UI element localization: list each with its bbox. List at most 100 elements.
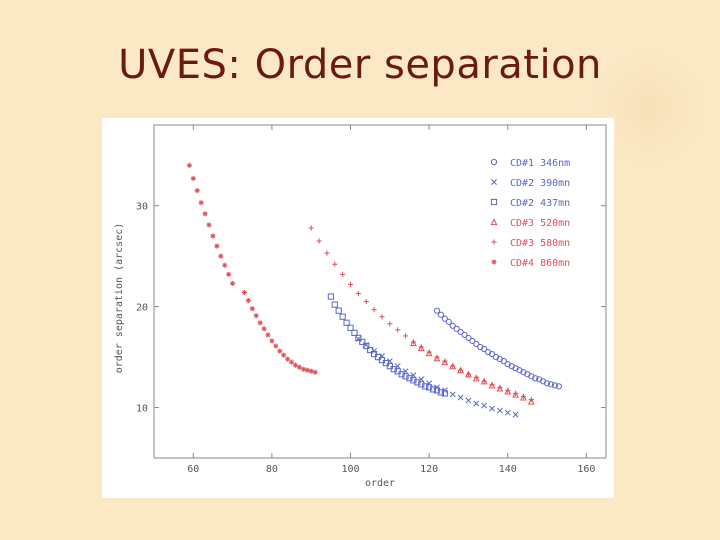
data-point-series-6 [230, 280, 236, 287]
data-point-series-3 [327, 293, 334, 300]
data-point-series-1 [457, 328, 464, 335]
data-point-series-5 [457, 367, 464, 373]
data-point-series-5 [308, 225, 314, 231]
legend-label-4: CD#3 520mn [510, 218, 570, 229]
data-marks [186, 162, 562, 418]
legend-marker-1 [490, 158, 498, 166]
data-point-series-1 [469, 337, 476, 345]
x-tick-label: 80 [266, 464, 278, 475]
data-point-series-5 [379, 314, 385, 320]
data-point-series-3 [363, 342, 370, 350]
data-point-series-1 [555, 383, 562, 390]
data-point-series-3 [402, 373, 409, 380]
data-point-series-4 [472, 374, 480, 382]
data-point-series-2 [465, 397, 472, 404]
data-point-series-3 [351, 329, 358, 336]
data-point-series-5 [442, 358, 448, 364]
data-point-series-6 [257, 320, 263, 326]
data-point-series-6 [241, 289, 247, 296]
data-point-series-6 [285, 356, 291, 362]
legend-label-2: CD#2 390mn [510, 178, 570, 189]
x-tick-label: 140 [499, 464, 517, 475]
x-tick-label: 100 [341, 464, 359, 475]
data-point-series-4 [433, 354, 441, 362]
data-point-series-5 [481, 378, 487, 384]
data-point-series-6 [304, 367, 310, 373]
data-point-series-6 [261, 326, 267, 332]
data-point-series-6 [210, 233, 216, 239]
data-point-series-5 [363, 298, 369, 305]
data-point-series-3 [331, 301, 338, 308]
legend-label-1: CD#1 346nm [510, 158, 570, 169]
y-axis-label: order separation (arcsec) [114, 223, 125, 374]
legend-marker-3 [490, 198, 498, 206]
data-point-series-5 [340, 271, 346, 277]
data-point-series-3 [339, 313, 346, 320]
data-point-series-1 [441, 315, 448, 322]
data-point-series-3 [398, 371, 405, 378]
data-point-series-6 [194, 187, 200, 194]
data-point-series-3 [433, 387, 441, 394]
data-point-series-1 [543, 380, 551, 387]
data-point-series-1 [461, 331, 468, 338]
legend: CD#1 346nm CD#2 390mn CD#2 437mn CD#3 520mn… [490, 158, 570, 269]
data-point-series-2 [449, 391, 456, 398]
data-point-series-4 [425, 349, 433, 357]
data-point-series-1 [488, 350, 496, 358]
x-tick-label: 60 [187, 464, 199, 475]
data-point-series-3 [414, 379, 421, 386]
data-point-series-2 [504, 409, 511, 416]
data-point-series-5 [355, 290, 361, 297]
data-point-series-6 [277, 348, 283, 354]
data-point-series-6 [308, 368, 314, 374]
data-point-series-1 [547, 381, 555, 388]
data-point-series-5 [316, 238, 322, 244]
data-point-series-3 [390, 366, 397, 373]
data-point-series-4 [527, 397, 535, 405]
legend-marker-4 [490, 218, 498, 226]
data-point-series-3 [343, 319, 350, 326]
data-point-series-2 [496, 407, 503, 414]
data-point-series-4 [512, 390, 520, 398]
legend-label-3: CD#2 437mn [510, 198, 570, 209]
data-point-series-5 [426, 349, 432, 355]
data-point-series-3 [406, 375, 413, 382]
data-point-series-5 [410, 339, 417, 345]
data-point-series-3 [410, 377, 417, 384]
legend-marker-5 [491, 239, 497, 245]
data-point-series-5 [473, 374, 479, 380]
data-point-series-1 [453, 325, 460, 332]
data-point-series-3 [335, 307, 342, 314]
data-point-series-6 [312, 369, 318, 375]
data-point-series-6 [273, 343, 279, 349]
data-point-series-6 [288, 359, 295, 365]
data-point-series-5 [347, 281, 354, 288]
data-point-series-5 [402, 333, 409, 339]
data-point-series-5 [395, 327, 401, 333]
data-point-series-1 [437, 311, 445, 318]
data-point-series-4 [504, 387, 512, 395]
data-point-series-6 [249, 306, 255, 312]
data-point-series-4 [417, 344, 425, 352]
data-point-series-6 [300, 366, 306, 372]
data-point-series-5 [418, 344, 424, 350]
y-tick-label: 10 [136, 404, 148, 415]
data-point-series-6 [292, 362, 299, 368]
x-tick-label: 120 [420, 464, 438, 475]
data-point-series-1 [500, 358, 507, 365]
data-point-series-1 [449, 322, 456, 329]
data-point-series-3 [367, 346, 374, 354]
data-point-series-1 [551, 382, 559, 389]
data-point-series-6 [222, 262, 228, 268]
data-point-series-5 [489, 381, 495, 387]
data-point-series-3 [426, 384, 433, 391]
data-point-series-1 [465, 334, 472, 342]
data-point-series-2 [481, 402, 488, 409]
scatter-chart: 60 80 100 120 140 160 10 20 30 CD#1 346nm CD#2 39… [114, 124, 607, 489]
data-point-series-6 [214, 243, 220, 249]
data-point-series-6 [253, 313, 259, 319]
data-point-series-1 [445, 318, 452, 325]
x-axis-label: order [365, 478, 395, 489]
data-point-series-5 [465, 371, 472, 377]
data-point-series-5 [497, 384, 503, 390]
